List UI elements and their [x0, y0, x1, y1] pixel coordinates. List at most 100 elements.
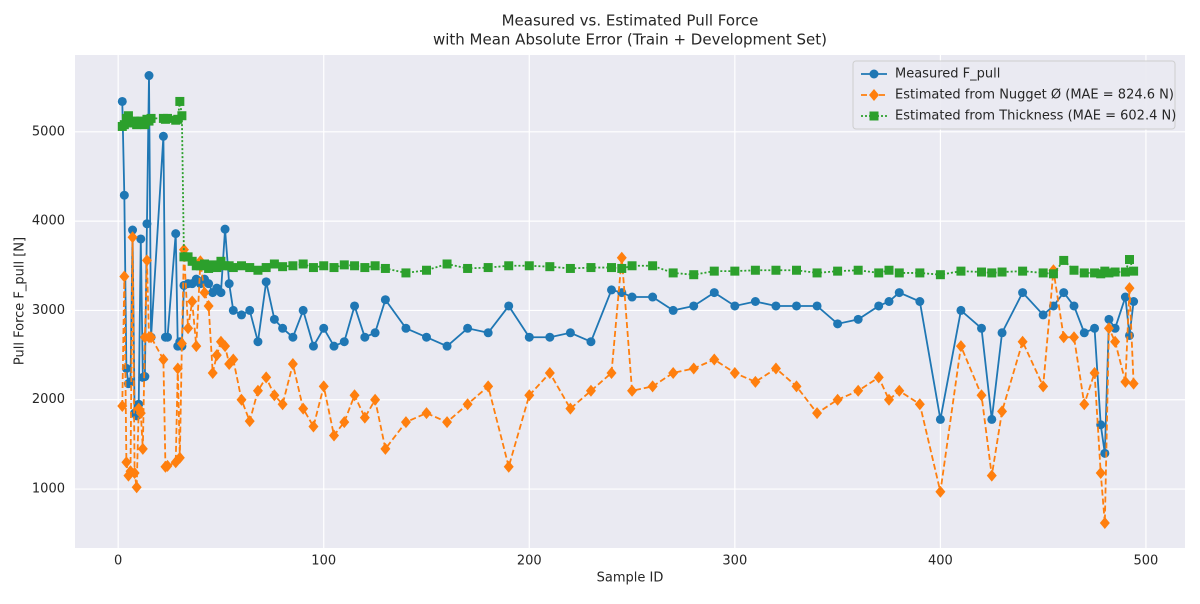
- data-point: [1079, 398, 1090, 411]
- data-point: [207, 366, 218, 379]
- data-point: [1099, 516, 1110, 529]
- data-point: [199, 286, 210, 299]
- data-point: [976, 389, 987, 402]
- data-point: [915, 297, 925, 306]
- data-point: [287, 358, 298, 371]
- data-point: [220, 224, 230, 234]
- data-point: [544, 366, 555, 379]
- data-point: [380, 442, 391, 455]
- data-point: [617, 263, 627, 273]
- legend-marker: [869, 89, 879, 101]
- data-point: [1120, 292, 1130, 302]
- data-point: [1069, 331, 1079, 344]
- data-point: [874, 268, 884, 278]
- data-point: [127, 231, 138, 244]
- legend-box: [852, 60, 1176, 130]
- y-tick-label: 5000: [32, 124, 65, 139]
- data-point: [220, 340, 231, 353]
- x-tick-label: 500: [1134, 554, 1159, 569]
- data-point: [648, 292, 658, 302]
- data-point: [585, 384, 596, 397]
- data-point: [607, 285, 616, 295]
- data-point: [586, 337, 596, 347]
- data-point: [1110, 323, 1120, 333]
- data-point: [252, 384, 263, 397]
- data-point: [329, 263, 339, 273]
- data-point: [853, 384, 864, 397]
- data-point: [1095, 466, 1106, 479]
- data-point: [1104, 314, 1114, 324]
- data-point: [504, 261, 514, 271]
- data-point: [894, 288, 904, 298]
- data-point: [1090, 268, 1100, 278]
- data-point: [812, 407, 823, 420]
- data-point: [565, 263, 575, 273]
- data-point: [421, 407, 432, 420]
- data-point: [298, 259, 308, 269]
- data-point: [1059, 288, 1069, 298]
- plot-area: [75, 55, 1185, 548]
- data-point: [668, 305, 678, 315]
- data-point: [1018, 266, 1028, 276]
- data-point: [483, 328, 493, 338]
- data-point: [144, 71, 154, 81]
- data-point: [319, 323, 329, 333]
- data-point: [730, 301, 740, 311]
- data-point: [792, 265, 801, 275]
- data-point: [1038, 268, 1048, 278]
- data-point: [647, 380, 658, 393]
- data-point: [565, 328, 575, 338]
- data-point: [228, 263, 238, 273]
- data-point: [1079, 328, 1089, 338]
- data-point: [253, 337, 263, 347]
- data-point: [245, 263, 255, 273]
- data-point: [129, 466, 140, 479]
- data-point: [261, 371, 272, 384]
- data-point: [1124, 282, 1135, 295]
- data-point: [462, 398, 473, 411]
- data-point: [319, 261, 329, 271]
- chart-title: Measured vs. Estimated Pull Force: [502, 12, 759, 30]
- data-point: [288, 261, 298, 271]
- data-point: [1129, 266, 1139, 276]
- data-point: [750, 375, 761, 388]
- y-tick-label: 4000: [32, 214, 65, 229]
- data-point: [131, 481, 142, 494]
- data-point: [237, 261, 246, 271]
- data-point: [915, 268, 925, 278]
- data-point: [163, 332, 172, 342]
- data-point: [135, 407, 146, 420]
- data-point: [1089, 366, 1100, 379]
- x-tick-label: 0: [114, 554, 122, 569]
- data-point: [174, 451, 185, 464]
- data-point: [318, 380, 329, 393]
- data-point: [237, 310, 246, 320]
- data-point: [956, 305, 966, 315]
- data-point: [1069, 301, 1079, 311]
- data-point: [277, 398, 288, 411]
- data-point: [269, 389, 280, 402]
- data-point: [1125, 330, 1134, 340]
- data-point: [894, 384, 905, 397]
- data-point: [137, 442, 148, 455]
- data-point: [370, 261, 380, 271]
- data-point: [1110, 267, 1120, 277]
- data-point: [853, 265, 863, 275]
- data-point: [1038, 310, 1048, 320]
- data-point: [329, 341, 339, 351]
- data-point: [442, 416, 453, 429]
- data-point: [1048, 269, 1058, 279]
- data-point: [177, 111, 187, 121]
- data-point: [874, 301, 884, 311]
- data-point: [750, 297, 760, 306]
- data-point: [648, 261, 658, 271]
- data-point: [121, 363, 131, 373]
- data-point: [269, 259, 279, 269]
- data-point: [524, 332, 534, 342]
- data-point: [204, 279, 214, 289]
- x-axis-label: Sample ID: [597, 571, 664, 586]
- data-point: [187, 295, 198, 308]
- x-tick-label: 400: [928, 554, 953, 569]
- data-point: [1090, 323, 1100, 333]
- data-point: [483, 380, 494, 393]
